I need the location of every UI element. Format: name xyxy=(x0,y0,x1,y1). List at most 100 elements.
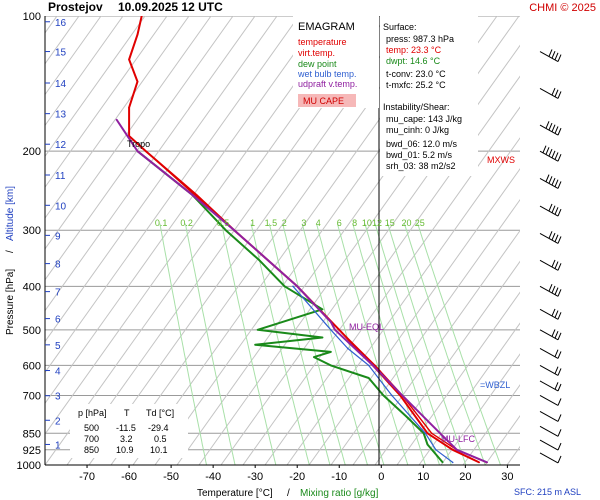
wind-barb-flag xyxy=(545,121,550,129)
temperature-tick-label: 0 xyxy=(378,471,384,483)
wind-barb-flag xyxy=(554,234,559,242)
dry-adiabat-line xyxy=(45,16,234,281)
series-point xyxy=(426,443,429,446)
wind-barb-flag xyxy=(557,414,562,422)
wind-barb xyxy=(539,174,562,189)
wind-barb xyxy=(539,145,562,162)
wind-barb-flag xyxy=(557,153,562,162)
wind-barb xyxy=(539,329,562,341)
series-line xyxy=(292,285,454,463)
wind-barb-flag xyxy=(554,366,559,374)
wind-barb-flag xyxy=(548,176,553,184)
mixing-ratio-lines xyxy=(159,223,501,465)
series-line xyxy=(115,118,488,464)
dry-adiabat-line xyxy=(242,75,520,465)
altitude-tick-label: 10 xyxy=(55,201,67,212)
wind-barb xyxy=(539,87,562,99)
wind-barb xyxy=(539,439,562,451)
wind-barb-flag xyxy=(557,236,562,244)
legend-wet-bulb: wet bulb temp. xyxy=(297,69,357,79)
table-row-700-p: 700 xyxy=(84,434,99,444)
wbzl-label: =WBZL xyxy=(480,380,510,390)
station-name: Prostejov xyxy=(48,0,103,14)
series-point xyxy=(486,461,489,464)
instability-header: Instability/Shear: xyxy=(383,102,450,112)
pressure-tick-label: 200 xyxy=(23,146,41,158)
pressure-tick-label: 600 xyxy=(23,360,41,372)
wind-barb-shaft xyxy=(539,233,559,244)
mixing-ratio-line xyxy=(250,223,310,465)
dry-adiabat-line xyxy=(45,16,278,343)
table-header-p: p [hPa] xyxy=(78,408,107,418)
wind-barb-flag xyxy=(554,330,559,339)
series-layer xyxy=(115,16,489,464)
series-point xyxy=(330,351,332,353)
mixing-ratio-label: 0.1 xyxy=(155,218,168,228)
table-row-700-t: 3.2 xyxy=(120,434,133,444)
pressure-tick-label: 925 xyxy=(23,445,41,457)
wind-barb-flag xyxy=(548,203,553,212)
wind-barb-flag xyxy=(545,147,550,155)
mixing-ratio-line xyxy=(387,223,467,465)
x-axis-title: Temperature [°C] xyxy=(197,488,273,499)
t-mxfc: t-mxfc: 25.2 °C xyxy=(386,80,446,90)
mu-cape-label: MU CAPE xyxy=(303,96,344,106)
mixing-ratio-line xyxy=(352,223,426,465)
altitude-tick-label: 1 xyxy=(55,440,61,451)
series-point xyxy=(283,285,286,288)
altitude-tick-label: 2 xyxy=(55,416,61,427)
wind-barb-flag xyxy=(554,52,559,61)
wind-barb-flag xyxy=(548,148,553,157)
altitude-tick-label: 11 xyxy=(55,171,66,182)
mu-cinh-value: mu_cinh: 0 J/kg xyxy=(386,125,449,135)
dry-adiabat-line xyxy=(286,137,520,465)
series-point xyxy=(136,150,139,152)
altitude-tick-label: 6 xyxy=(55,315,61,326)
wind-barb xyxy=(539,364,562,376)
series-point xyxy=(128,58,130,61)
series-point xyxy=(367,364,370,367)
mixing-ratio-line xyxy=(336,223,409,465)
credit-label: CHMI © 2025 xyxy=(529,2,596,14)
wind-barb xyxy=(539,395,562,406)
dry-adiabat-line xyxy=(374,260,520,465)
wind-barb-flag xyxy=(554,261,559,269)
mixing-ratio-label: 20 xyxy=(401,218,411,228)
wind-barb-shaft xyxy=(539,88,559,99)
series-point xyxy=(441,461,444,464)
mixing-ratio-line xyxy=(282,223,346,465)
wind-barb xyxy=(539,425,562,437)
series-line xyxy=(136,150,444,464)
altitude-tick-label: 14 xyxy=(55,79,67,90)
legend-updraft: udpraft v.temp. xyxy=(298,79,357,89)
wind-barb-flag xyxy=(551,124,556,132)
mu-cape-value: mu_cape: 143 J/kg xyxy=(386,114,462,124)
bwd-01-value: bwd_01: 5.2 m/s xyxy=(386,150,453,160)
surface-pressure: press: 987.3 hPa xyxy=(386,34,454,44)
table-header-td: Td [°C] xyxy=(146,408,174,418)
mixing-ratio-label: 1 xyxy=(250,218,255,228)
mu-eql-label: MU-EQL xyxy=(349,322,384,332)
series-point xyxy=(313,356,315,358)
series-point xyxy=(401,394,404,397)
wind-barb-shaft xyxy=(539,425,559,437)
altitude-tick-label: 8 xyxy=(55,260,61,271)
wind-barb-flag xyxy=(545,174,550,182)
series-point xyxy=(145,150,147,152)
series-point xyxy=(296,285,299,288)
mxws-label: MXWS xyxy=(487,155,515,165)
table-row-500-p: 500 xyxy=(84,423,99,433)
series-point xyxy=(372,364,374,367)
pressure-tick-label: 700 xyxy=(23,390,41,402)
series-point xyxy=(382,394,385,397)
table-row-500-t: -11.5 xyxy=(116,423,136,433)
series-point xyxy=(321,336,324,339)
dry-adiabat-line xyxy=(462,384,520,465)
wind-barb-flag xyxy=(554,287,559,295)
sounding-datetime: 10.09.2025 12 UTC xyxy=(118,0,223,14)
surface-header: Surface: xyxy=(383,22,417,32)
mixing-ratio-label: 25 xyxy=(415,218,425,228)
dry-adiabat-line xyxy=(45,16,322,405)
mixing-ratio-line xyxy=(301,223,368,465)
